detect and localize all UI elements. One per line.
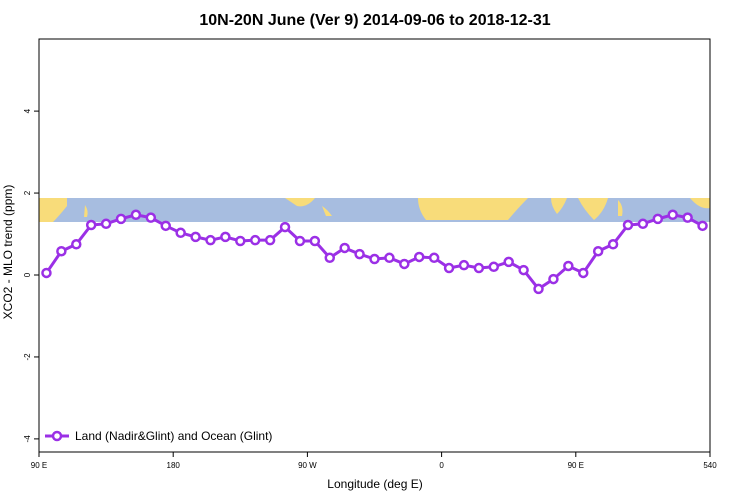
data-point <box>697 220 708 232</box>
y-tick-label: 4 <box>23 108 32 113</box>
data-point <box>443 262 455 274</box>
x-tick-label: 540 <box>703 461 717 470</box>
data-point <box>279 221 291 233</box>
data-point <box>309 235 321 247</box>
y-tick-label: -2 <box>23 353 32 361</box>
data-point <box>413 251 425 263</box>
data-point <box>488 261 500 273</box>
data-point <box>205 234 216 246</box>
data-point <box>518 264 529 276</box>
chart-title: 10N-20N June (Ver 9) 2014-09-06 to 2018-… <box>199 12 550 29</box>
legend-marker <box>51 430 63 442</box>
data-point <box>354 248 365 260</box>
data-point <box>145 212 157 223</box>
x-tick-label: 180 <box>167 461 181 470</box>
data-point <box>563 260 574 272</box>
data-point <box>473 262 485 274</box>
data-point <box>578 267 589 279</box>
data-point <box>264 234 276 246</box>
data-point <box>85 219 97 231</box>
x-tick-label: 0 <box>439 461 444 470</box>
data-point <box>399 258 410 270</box>
data-point <box>71 239 82 250</box>
data-point <box>41 267 52 279</box>
x-tick-label: 90 E <box>31 461 47 470</box>
data-point <box>369 253 380 265</box>
data-point <box>56 245 67 257</box>
legend-label: Land (Nadir&Glint) and Ocean (Glint) <box>75 429 272 443</box>
plot-frame <box>38 38 711 453</box>
data-point <box>607 239 619 250</box>
data-point <box>637 218 649 230</box>
x-tick-label: 90 W <box>298 461 317 470</box>
data-point <box>682 212 693 223</box>
y-tick-label: 2 <box>23 190 32 195</box>
data-point <box>652 213 664 225</box>
data-point <box>294 235 306 247</box>
data-point <box>503 256 514 268</box>
data-point <box>667 209 678 221</box>
data-point <box>324 252 336 264</box>
data-point <box>548 273 559 285</box>
data-point <box>175 227 186 239</box>
data-point <box>428 252 440 264</box>
data-point <box>115 213 127 225</box>
data-point <box>249 234 261 246</box>
x-tick-label: 90 E <box>568 461 584 470</box>
series-line <box>45 213 704 291</box>
y-axis-label: XCO2 - MLO trend (ppm) <box>1 185 15 320</box>
data-point <box>622 219 634 231</box>
data-point <box>458 259 470 271</box>
y-tick-label: 0 <box>23 272 32 277</box>
y-tick-label: -4 <box>23 435 32 443</box>
x-axis-label: Longitude (deg E) <box>327 477 422 491</box>
data-point <box>220 231 231 243</box>
data-point <box>160 220 171 232</box>
data-point <box>130 209 142 221</box>
data-point <box>384 252 395 264</box>
data-point <box>592 245 604 257</box>
data-point <box>100 218 112 230</box>
data-point <box>339 242 350 254</box>
data-point <box>190 231 201 243</box>
data-point <box>235 235 246 247</box>
data-point <box>533 283 544 295</box>
